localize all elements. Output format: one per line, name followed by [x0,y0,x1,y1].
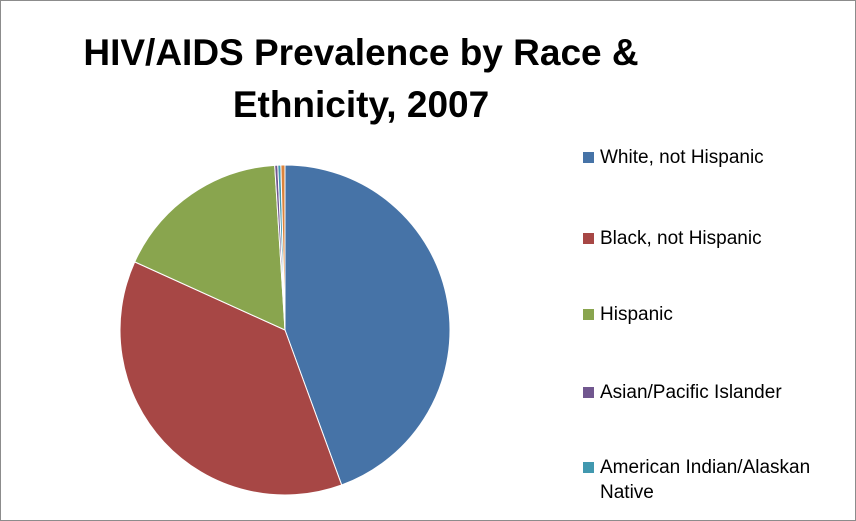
legend-swatch-black-not-hispanic [583,233,594,244]
legend-label-asian-pacific-islander: Asian/Pacific Islander [600,382,782,403]
legend-label-black-not-hispanic: Black, not Hispanic [600,228,762,249]
legend-swatch-white-not-hispanic [583,152,594,163]
legend-item-asian-pacific-islander: Asian/Pacific Islander [583,380,843,405]
chart-title: HIV/AIDS Prevalence by Race & Ethnicity,… [31,27,691,131]
chart-title-line-2: Ethnicity, 2007 [232,84,490,125]
legend-swatch-american-indian-alaskan-native [583,462,594,473]
legend-swatch-hispanic [583,309,594,320]
legend-label-hispanic: Hispanic [600,304,673,325]
legend-item-american-indian-alaskan-native: American Indian/Alaskan Native [583,455,843,505]
legend-item-white-not-hispanic: White, not Hispanic [583,145,843,170]
pie-slice-black-not-hispanic [119,261,343,496]
legend-item-black-not-hispanic: Black, not Hispanic [583,226,843,251]
pie-slice-other [280,164,286,331]
pie-slice-white-not-hispanic [284,164,451,486]
legend-swatch-asian-pacific-islander [583,387,594,398]
chart-title-line-1: HIV/AIDS Prevalence by Race & [83,32,639,73]
legend-label-white-not-hispanic: White, not Hispanic [600,147,764,168]
legend-item-hispanic: Hispanic [583,302,843,327]
pie-slice-hispanic [134,164,286,331]
legend-label-american-indian-alaskan-native: American Indian/Alaskan Native [600,457,811,503]
